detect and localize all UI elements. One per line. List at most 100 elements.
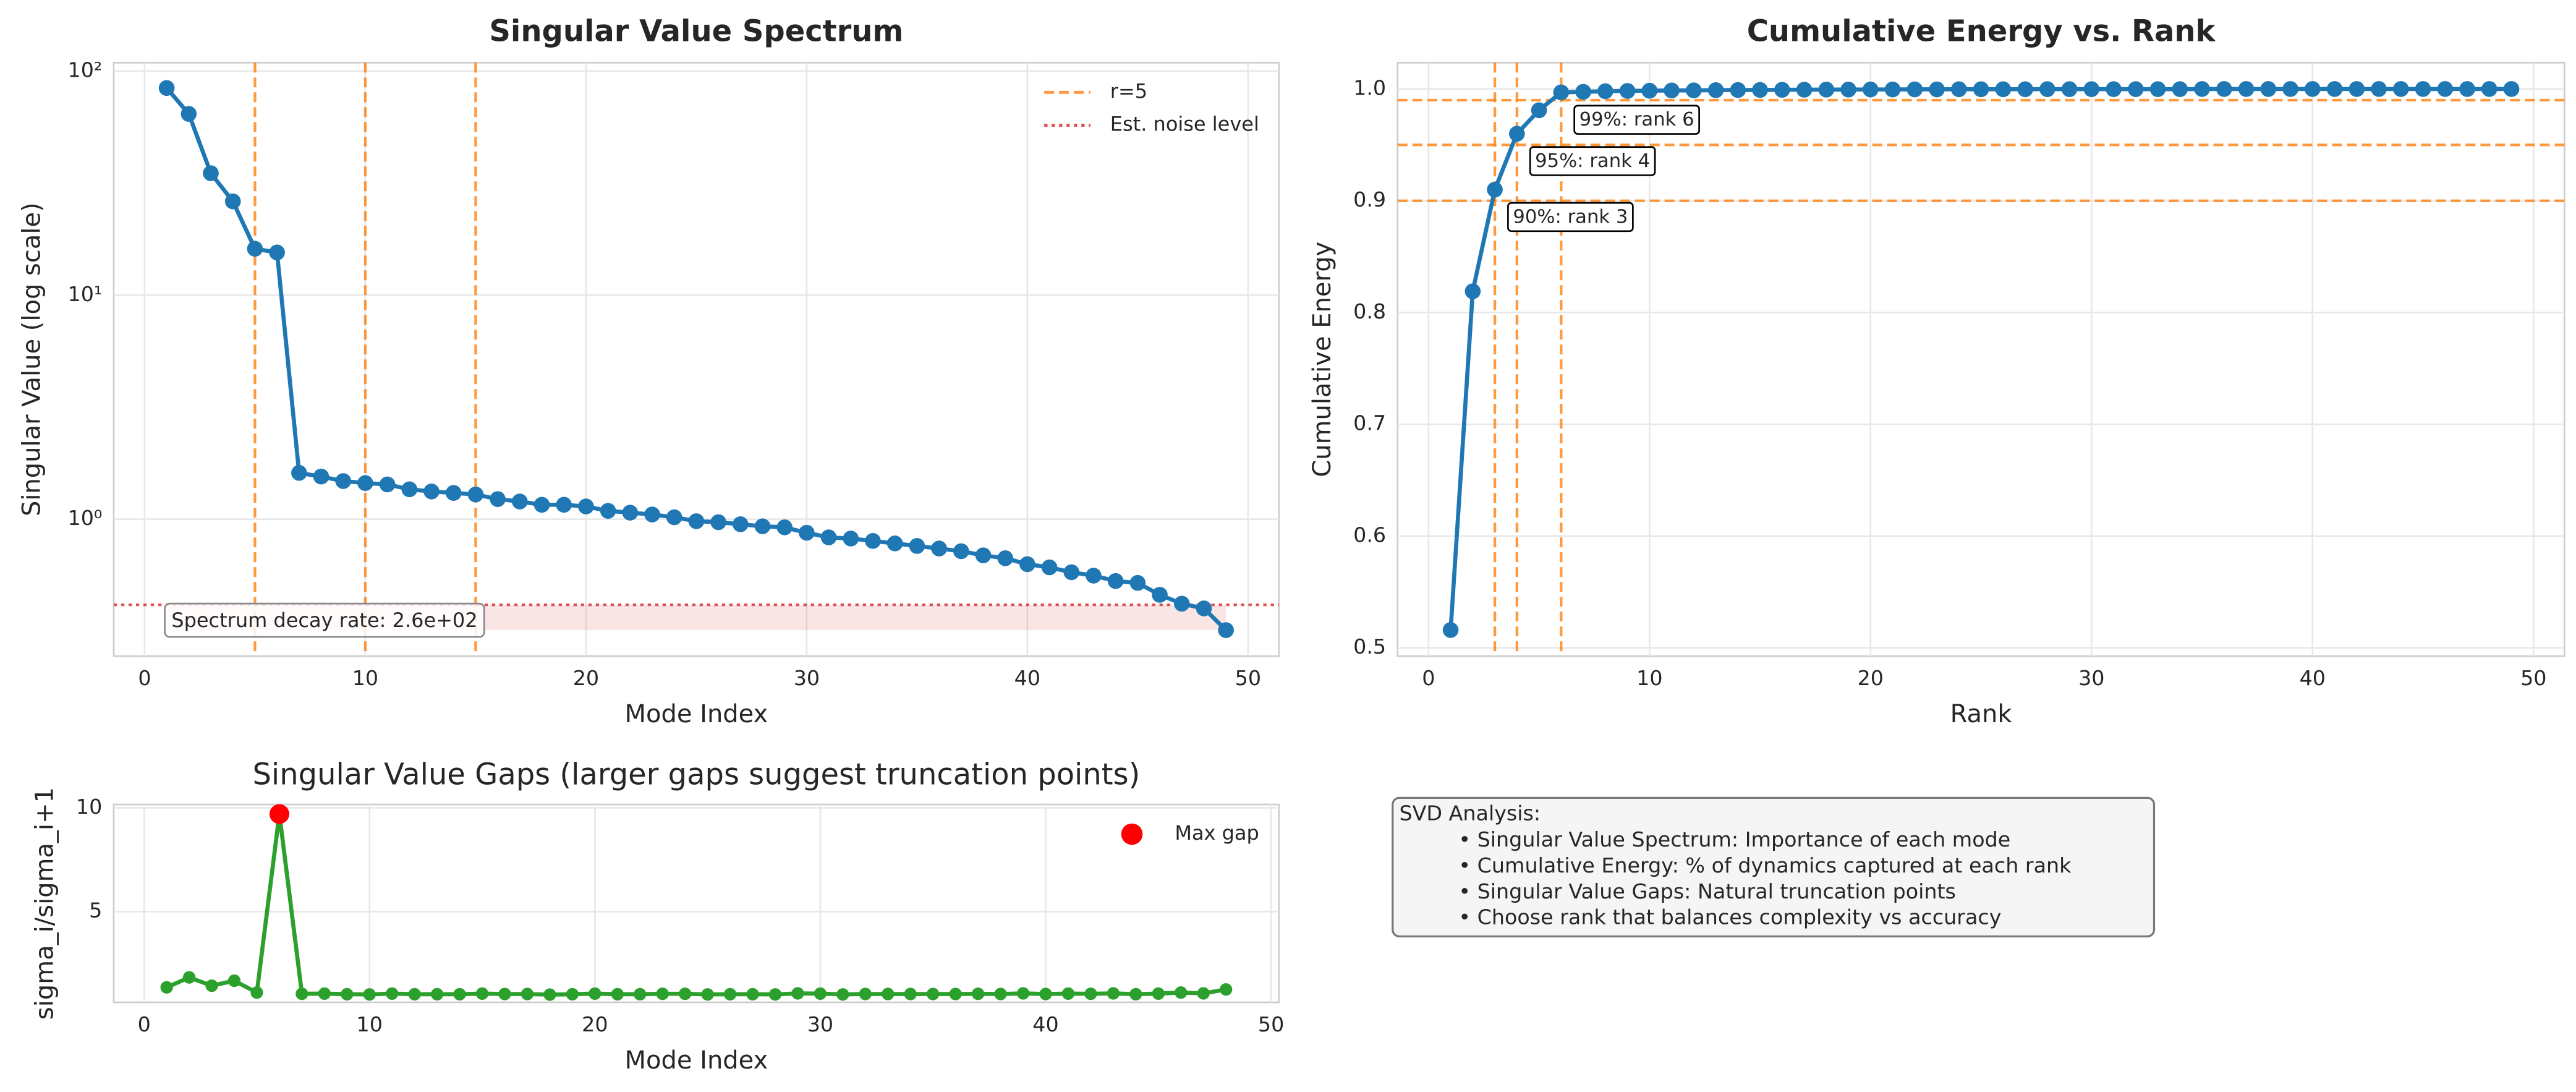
data-point	[1664, 82, 1680, 99]
data-point	[865, 533, 881, 549]
data-point	[1840, 82, 1856, 98]
data-point	[589, 987, 601, 1000]
data-point	[688, 513, 705, 529]
data-point	[578, 498, 594, 514]
data-point	[1863, 81, 1879, 98]
data-point	[1175, 986, 1188, 999]
data-point	[423, 484, 440, 500]
data-point	[710, 514, 726, 531]
data-point	[971, 987, 985, 1000]
data-point	[997, 550, 1013, 566]
data-point	[224, 193, 241, 210]
x-tick-label: 40	[2300, 666, 2326, 690]
data-point	[181, 106, 197, 122]
data-point	[2503, 81, 2520, 97]
data-point	[1487, 181, 1503, 198]
data-point	[2282, 81, 2298, 97]
data-point	[475, 987, 489, 1000]
data-point	[909, 538, 925, 554]
data-point	[341, 987, 354, 1000]
analysis-box	[1392, 796, 2156, 937]
y-axis-label: Cumulative Energy	[1308, 242, 1337, 477]
data-point	[1016, 987, 1030, 1000]
data-point	[1951, 81, 1967, 98]
data-point	[160, 981, 173, 994]
data-point	[1196, 600, 1212, 616]
data-point	[1597, 83, 1613, 100]
decay-annotation-box	[164, 602, 485, 638]
data-point	[1531, 102, 1547, 119]
data-point	[379, 476, 396, 493]
data-point	[1220, 983, 1233, 996]
y-tick-label: 1.0	[1353, 75, 1386, 100]
chart-title: Cumulative Energy vs. Rank	[1747, 14, 2216, 48]
data-point	[453, 987, 466, 1000]
data-point	[622, 505, 639, 521]
data-point	[701, 988, 714, 1001]
analysis-item: • Singular Value Gaps: Natural truncatio…	[1458, 879, 1955, 903]
y-tick-label: 0.6	[1353, 523, 1386, 547]
data-point	[1061, 987, 1075, 1000]
legend-swatch	[1121, 823, 1143, 845]
data-point	[2017, 81, 2033, 98]
data-point	[533, 497, 550, 513]
data-point	[2238, 81, 2255, 97]
data-point	[335, 473, 352, 489]
data-point	[1884, 81, 1901, 98]
legend-label: r=5	[1110, 79, 1147, 103]
data-point	[1973, 81, 1989, 98]
data-point	[498, 987, 511, 1000]
y-tick-label: 0.5	[1353, 634, 1386, 659]
data-point	[1086, 568, 1102, 584]
data-point	[927, 987, 940, 1000]
x-tick-label: 10	[352, 666, 378, 690]
data-point	[401, 481, 418, 498]
data-point	[679, 987, 692, 1000]
data-point	[318, 987, 331, 1000]
x-tick-label: 0	[1422, 666, 1435, 690]
data-point	[843, 531, 859, 547]
data-point	[1995, 81, 2012, 98]
y-tick-label: 0.7	[1353, 411, 1386, 435]
data-point	[931, 540, 947, 557]
data-point	[1929, 81, 1945, 98]
data-point	[1818, 82, 1835, 98]
x-tick-label: 30	[807, 1012, 833, 1036]
data-point	[836, 988, 849, 1001]
data-point	[1442, 621, 1459, 638]
y-tick-label: 10	[76, 795, 102, 819]
data-point	[814, 987, 827, 1000]
data-point	[2305, 81, 2321, 97]
data-point	[247, 241, 263, 257]
data-point	[2128, 81, 2144, 97]
data-point	[2371, 81, 2387, 97]
data-point	[295, 987, 308, 1000]
x-axis-label: Mode Index	[625, 700, 768, 728]
data-point	[543, 988, 556, 1001]
data-point	[1039, 987, 1052, 1000]
data-point	[656, 987, 669, 1000]
analysis-item: • Cumulative Energy: % of dynamics captu…	[1458, 853, 2072, 877]
y-tick-label: 0.8	[1353, 299, 1386, 323]
analysis-title: SVD Analysis:	[1399, 801, 1541, 825]
x-tick-label: 30	[2078, 666, 2104, 690]
data-point	[2039, 81, 2055, 97]
annotation-box	[1573, 105, 1700, 135]
data-point	[1129, 987, 1142, 1000]
annotation-box	[1507, 202, 1634, 232]
data-point	[1796, 82, 1813, 98]
data-point	[1707, 82, 1724, 98]
data-point	[1084, 987, 1097, 1000]
data-point	[566, 987, 579, 1000]
data-point	[600, 503, 616, 519]
data-point	[799, 524, 815, 541]
legend-label: Max gap	[1175, 821, 1259, 845]
y-axis-label: sigma_i/sigma_i+1	[31, 787, 59, 1020]
decay-annotation: Spectrum decay rate: 2.6e+02	[171, 608, 477, 632]
data-point	[363, 988, 376, 1001]
data-point	[723, 987, 737, 1000]
annotation: 90%: rank 3	[1513, 206, 1628, 228]
data-point	[1686, 82, 1702, 98]
